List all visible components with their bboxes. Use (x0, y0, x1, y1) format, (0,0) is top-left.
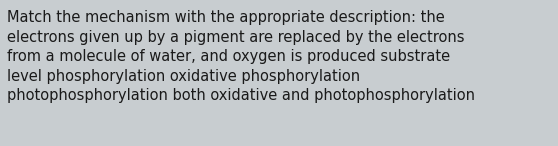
Text: Match the mechanism with the appropriate description: the
electrons given up by : Match the mechanism with the appropriate… (7, 10, 475, 104)
